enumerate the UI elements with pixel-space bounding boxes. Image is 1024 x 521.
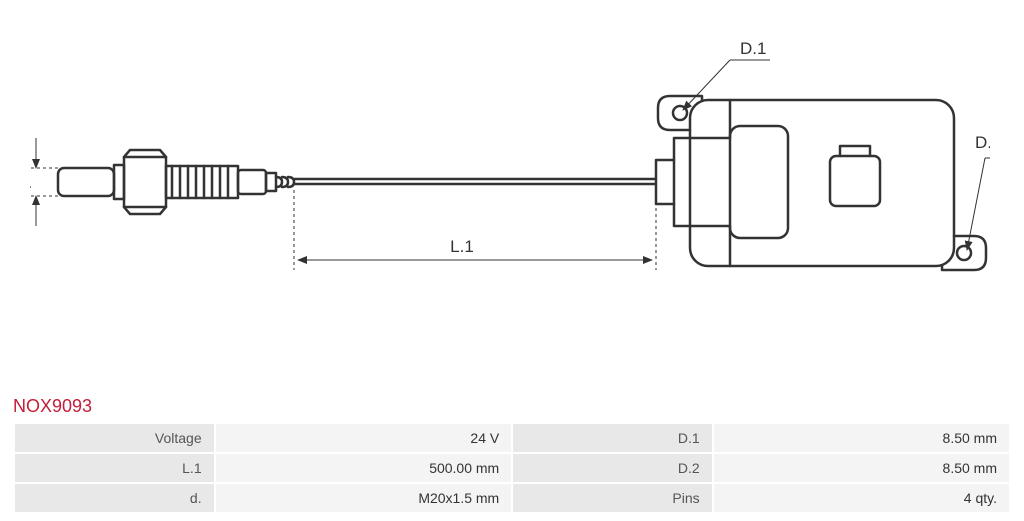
dimension-label-D2: D.2 (975, 133, 990, 152)
spec-label: D.2 (513, 454, 711, 482)
spec-value: 4 qty. (714, 484, 1009, 512)
spec-label: d. (15, 484, 214, 512)
technical-diagram: d. L.1 D.1 D.2 (30, 30, 990, 310)
spec-value: 8.50 mm (714, 454, 1009, 482)
control-unit (656, 96, 986, 270)
spec-label: L.1 (15, 454, 214, 482)
part-number: NOX9093 (13, 396, 92, 417)
sensor-probe (58, 150, 294, 214)
spec-label: Voltage (15, 424, 214, 452)
dimension-label-D1: D.1 (740, 39, 766, 58)
dimension-d (30, 138, 58, 226)
spec-value: 8.50 mm (714, 424, 1009, 452)
table-row: L.1 500.00 mm D.2 8.50 mm (15, 454, 1009, 482)
dimension-label-d: d. (30, 173, 32, 192)
table-row: d. M20x1.5 mm Pins 4 qty. (15, 484, 1009, 512)
table-row: Voltage 24 V D.1 8.50 mm (15, 424, 1009, 452)
spec-value: M20x1.5 mm (216, 484, 512, 512)
callout-D1 (683, 60, 770, 110)
dimension-label-L1: L.1 (450, 237, 474, 256)
dimension-L1 (294, 190, 656, 270)
spec-label: Pins (513, 484, 711, 512)
spec-label: D.1 (513, 424, 711, 452)
spec-value: 24 V (216, 424, 512, 452)
cable (294, 179, 656, 184)
spec-value: 500.00 mm (216, 454, 512, 482)
spec-table: Voltage 24 V D.1 8.50 mm L.1 500.00 mm D… (13, 422, 1011, 514)
